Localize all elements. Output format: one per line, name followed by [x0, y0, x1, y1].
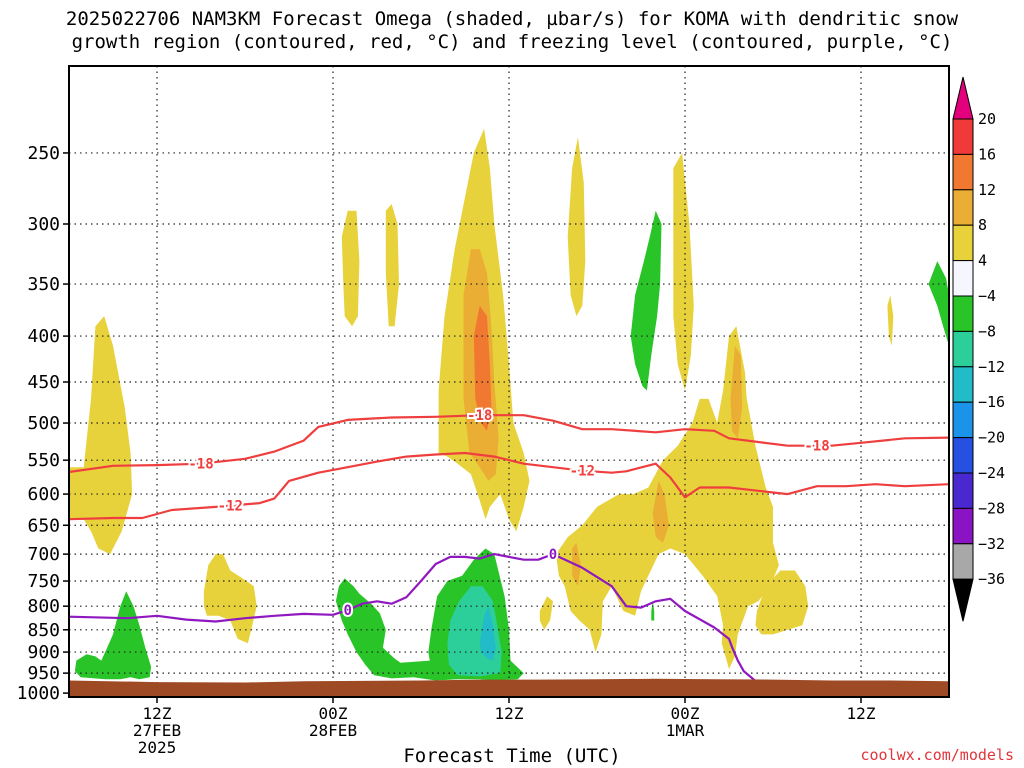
y-tick-label-950: 950 [27, 663, 60, 684]
colorbar-block-8 [952, 401, 974, 439]
omega-region-21 [630, 210, 662, 391]
omega-region-9 [673, 152, 694, 391]
chart-title-line-2: growth region (contoured, red, °C) and f… [71, 31, 953, 53]
y-axis: 2503003504004505005506006507007508008509… [17, 143, 69, 704]
colorbar-block-5 [952, 295, 974, 332]
colorbar-block-0 [952, 118, 974, 155]
colorbar-block-2 [952, 189, 974, 226]
colorbar-block-3 [952, 224, 974, 262]
x-tick-label-1-1: 28FEB [309, 721, 357, 740]
omega-shading [69, 128, 949, 681]
omega-region-7 [567, 137, 586, 317]
x-tick-label-3-0: 00Z [671, 704, 700, 723]
y-tick-label-750: 750 [27, 571, 60, 592]
x-tick-label-2-0: 12Z [495, 704, 524, 723]
y-tick-label-1000: 1000 [17, 683, 60, 704]
y-tick-label-850: 850 [27, 620, 60, 641]
x-tick-label-1-0: 00Z [319, 704, 348, 723]
omega-region-12 [652, 480, 669, 543]
omega-region-6 [473, 305, 492, 431]
contour-label--18: -18 [188, 457, 213, 473]
gridlines [69, 66, 949, 697]
contour-label--18: -18 [467, 408, 492, 424]
contour-line--12 [69, 451, 949, 521]
contour-line-0 [69, 553, 760, 685]
colorbar-label-9: −20 [978, 429, 1005, 447]
contour-label--12: -12 [218, 499, 243, 515]
y-tick-label-550: 550 [27, 450, 60, 471]
contour-label-0: 0 [343, 603, 351, 619]
colorbar-block-4 [952, 260, 974, 297]
omega-region-15 [539, 596, 553, 630]
colorbar-block-1 [952, 153, 974, 191]
colorbar-label-12: −32 [978, 535, 1005, 553]
colorbar-block-9 [952, 437, 974, 474]
credit-link[interactable]: coolwx.com/models [860, 746, 1014, 764]
ground-fill [69, 678, 949, 698]
y-tick-label-350: 350 [27, 274, 60, 295]
omega-region-3 [385, 204, 399, 327]
x-tick-label-0-0: 12Z [143, 704, 172, 723]
x-axis-title: Forecast Time (UTC) [403, 745, 621, 767]
ground-layer [69, 678, 949, 698]
contour-label-0: 0 [549, 547, 557, 563]
y-tick-label-700: 700 [27, 544, 60, 565]
omega-region-14 [755, 570, 809, 635]
colorbar-block-12 [952, 543, 974, 580]
colorbar-label-4: 4 [978, 252, 987, 270]
y-tick-label-500: 500 [27, 413, 60, 434]
colorbar-block-6 [952, 330, 974, 368]
y-tick-label-650: 650 [27, 515, 60, 536]
x-tick-label-4-0: 12Z [847, 704, 876, 723]
colorbar-label-0: 20 [978, 110, 996, 128]
colorbar-label-8: −16 [978, 393, 1005, 411]
colorbar-label-7: −12 [978, 358, 1005, 376]
omega-region-23 [928, 261, 949, 346]
colorbar-label-3: 8 [978, 216, 987, 234]
omega-region-16 [887, 295, 894, 346]
colorbar-block-10 [952, 472, 974, 509]
colorbar: 20 16 12 8 4 −4 −8 −12 −16 −20 −24 −28 −32 −36 [952, 76, 1005, 622]
x-tick-label-0-2: 2025 [138, 738, 177, 757]
y-tick-label-900: 900 [27, 642, 60, 663]
x-tick-label-0-1: 27FEB [133, 721, 181, 740]
contour-label--12: -12 [570, 464, 595, 480]
y-tick-label-600: 600 [27, 484, 60, 505]
colorbar-top-arrow [952, 76, 974, 120]
colorbar-label-6: −8 [978, 322, 996, 340]
contour-line--18 [69, 414, 949, 474]
y-tick-label-250: 250 [27, 143, 60, 164]
contour-lines: -18 -18 -18 -12 -12 0 0 [69, 406, 949, 685]
omega-region-1 [203, 554, 257, 644]
omega-region-0 [69, 316, 133, 555]
colorbar-block-11 [952, 507, 974, 545]
y-tick-label-300: 300 [27, 214, 60, 235]
y-tick-label-450: 450 [27, 372, 60, 393]
y-tick-label-400: 400 [27, 326, 60, 347]
colorbar-label-11: −28 [978, 499, 1005, 517]
omega-region-2 [341, 210, 360, 327]
colorbar-label-13: −36 [978, 570, 1005, 588]
colorbar-label-10: −24 [978, 464, 1005, 482]
colorbar-label-5: −4 [978, 287, 996, 305]
colorbar-block-7 [952, 366, 974, 403]
omega-region-20 [479, 606, 496, 661]
x-tick-label-3-1: 1MAR [666, 721, 705, 740]
omega-region-11 [730, 345, 743, 439]
y-tick-label-800: 800 [27, 596, 60, 617]
colorbar-label-2: 12 [978, 181, 996, 199]
contour-label--18: -18 [804, 439, 829, 455]
chart-title-line-1: 2025022706 NAM3KM Forecast Omega (shaded… [65, 8, 959, 30]
colorbar-label-1: 16 [978, 145, 996, 163]
colorbar-bottom-arrow [952, 578, 974, 622]
omega-region-17 [74, 591, 152, 680]
